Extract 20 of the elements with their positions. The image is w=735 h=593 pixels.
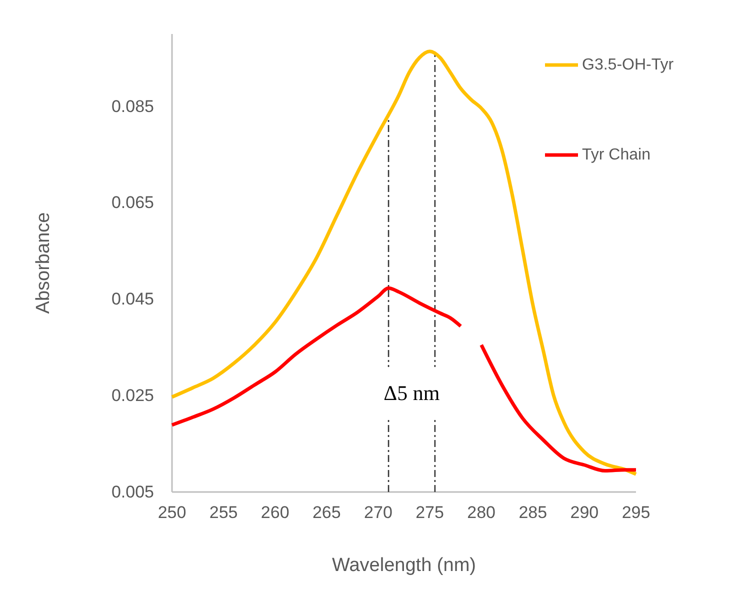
x-tick-label: 265 [312,503,341,522]
x-tick-label: 250 [158,503,186,522]
y-tick-label: 0.005 [111,482,154,502]
annotation: Δ5 nm [384,381,440,405]
y-tick-label: 0.045 [111,290,154,309]
x-tick-label: 290 [570,503,599,522]
x-tick-label: 275 [416,503,444,522]
y-tick-label: 0.085 [111,96,154,116]
x-tick-label: 285 [518,503,548,522]
legend-label: G3.5-OH-Tyr [582,56,674,74]
x-tick-label: 270 [364,503,392,522]
legend-label: Tyr Chain [582,146,650,164]
y-tick-label: 0.025 [111,386,154,406]
y-tick-label: 0.065 [111,193,154,212]
x-tick-label: 280 [467,503,496,522]
x-tick-label: 255 [209,503,238,522]
x-tick-label: 295 [622,503,650,522]
x-tick-label: 260 [260,503,290,522]
y-axis-title: Absorbance [33,212,54,314]
x-axis-title: Wavelength (nm) [332,555,476,576]
